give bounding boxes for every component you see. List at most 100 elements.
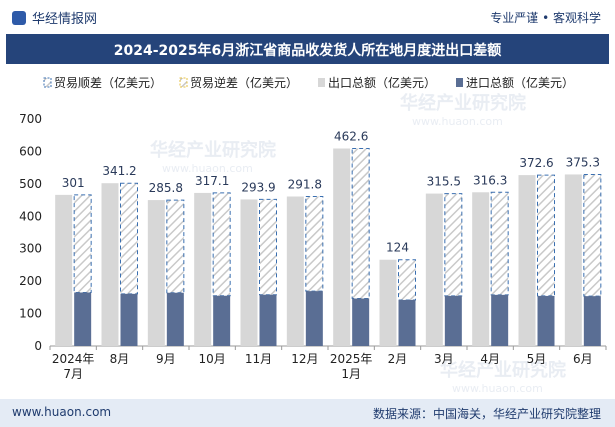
export-bar[interactable] [286, 196, 304, 346]
legend-label: 出口总额（亿美元） [328, 75, 436, 90]
x-tick-label: 2月 [388, 352, 408, 366]
export-bar[interactable] [472, 192, 490, 346]
watermark-layer: 华经产业研究院www.huaon.com华经产业研究院www.huaon.com… [150, 92, 566, 395]
top-bar: 华经情报网 专业严谨 • 客观科学 [0, 0, 615, 32]
legend-swatch-surplus-icon [43, 77, 52, 88]
y-tick-label: 700 [19, 112, 42, 126]
data-label: 317.1 [195, 174, 229, 188]
data-label: 124 [386, 241, 409, 255]
legend-swatch-deficit-icon [179, 77, 188, 88]
surplus-bar[interactable] [537, 174, 555, 297]
export-bar[interactable] [518, 175, 536, 346]
import-bar[interactable] [305, 291, 323, 346]
import-bar[interactable] [444, 295, 462, 346]
watermark-text: 华经产业研究院 [150, 139, 276, 161]
brand-logo-icon [12, 11, 26, 25]
data-labels: 301 341.2 285.8 317.1 293.9 291.8 462.6 124 315.… [62, 130, 600, 255]
surplus-bar[interactable] [212, 192, 231, 297]
x-tick-label: 10月 [199, 352, 226, 366]
export-bar[interactable] [564, 174, 582, 346]
watermark-text: 华经产业研究院 [440, 359, 566, 381]
watermark-url: www.huaon.com [162, 162, 253, 175]
data-label: 316.3 [473, 173, 507, 187]
surplus-bar[interactable] [166, 199, 185, 294]
footer-website[interactable]: www.huaon.com [12, 405, 112, 419]
import-bar[interactable] [120, 293, 138, 346]
legend-label: 贸易逆差（亿美元） [190, 75, 298, 90]
bars [55, 148, 602, 346]
x-tick-label: 1月 [341, 367, 361, 381]
surplus-bar[interactable] [583, 173, 602, 297]
import-bar[interactable] [352, 298, 370, 346]
surplus-bar[interactable] [259, 198, 277, 296]
data-label: 375.3 [566, 155, 600, 169]
import-bar[interactable] [166, 292, 184, 346]
x-tick-label: 5月 [527, 352, 547, 366]
import-bar[interactable] [537, 295, 555, 346]
footer: www.huaon.com 数据来源：中国海关，华经产业研究院整理 [0, 399, 615, 427]
import-bar[interactable] [259, 294, 277, 346]
watermark-url: www.huaon.com [452, 382, 543, 395]
data-label: 372.6 [519, 156, 553, 170]
y-tick-label: 300 [19, 242, 42, 256]
legend-label: 进口总额（亿美元） [466, 75, 574, 90]
export-bar[interactable] [379, 259, 397, 346]
x-tick-label: 2024年 [52, 352, 95, 366]
x-tick-label: 6月 [573, 352, 593, 366]
surplus-bar[interactable] [120, 182, 138, 295]
export-bar[interactable] [101, 183, 119, 346]
export-bar[interactable] [55, 194, 73, 346]
x-tick-label: 2025年 [330, 352, 373, 366]
legend-swatch-export-icon [318, 78, 325, 87]
x-tick-label: 12月 [291, 352, 318, 366]
import-bar[interactable] [74, 292, 92, 346]
import-bar[interactable] [491, 294, 509, 346]
x-tick-label: 7月 [63, 367, 83, 381]
surplus-bar[interactable] [305, 196, 324, 292]
legend-label: 贸易顺差（亿美元） [54, 75, 162, 90]
site-name: 华经情报网 [32, 12, 98, 27]
data-label: 462.6 [334, 130, 368, 144]
footer-source: 数据来源：中国海关，华经产业研究院整理 [372, 407, 601, 421]
title-bar: 2024-2025年6月浙江省商品收发货人所在地月度进出口差额 [6, 34, 609, 64]
data-label: 341.2 [102, 164, 136, 178]
surplus-bar[interactable] [398, 259, 416, 301]
data-label: 301 [62, 176, 85, 190]
y-tick-label: 200 [19, 274, 42, 288]
chart-svg: 华经产业研究院www.huaon.com华经产业研究院www.huaon.com… [19, 75, 607, 395]
import-bar[interactable] [583, 296, 601, 346]
export-bar[interactable] [147, 200, 165, 346]
surplus-bar[interactable] [351, 148, 370, 300]
y-tick-label: 0 [34, 339, 42, 353]
export-bar[interactable] [240, 199, 258, 346]
data-label: 291.8 [288, 178, 322, 192]
export-bar[interactable] [425, 193, 443, 346]
watermark-text: 华经产业研究院 [400, 92, 526, 114]
tagline: 专业严谨 • 客观科学 [490, 11, 601, 25]
x-tick-label: 8月 [110, 352, 130, 366]
export-bar[interactable] [333, 148, 351, 346]
surplus-bar[interactable] [73, 194, 92, 293]
watermark-url: www.huaon.com [412, 115, 503, 128]
x-tick-label: 9月 [156, 352, 176, 366]
legend-swatch-import-icon [456, 78, 463, 87]
x-tick-label: 4月 [480, 352, 500, 366]
export-bar[interactable] [194, 192, 212, 346]
data-label: 285.8 [149, 181, 183, 195]
brand[interactable]: 华经情报网 [12, 8, 97, 27]
import-bar[interactable] [213, 295, 231, 346]
import-bar[interactable] [398, 299, 416, 346]
y-tick-label: 600 [19, 144, 42, 158]
chart-title: 2024-2025年6月浙江省商品收发货人所在地月度进出口差额 [113, 43, 502, 59]
surplus-bar[interactable] [444, 193, 463, 297]
y-tick-label: 100 [19, 307, 42, 321]
data-label: 315.5 [427, 175, 461, 189]
legend: 贸易顺差（亿美元） 贸易逆差（亿美元） 出口总额（亿美元） 进口总额（亿美元） [43, 75, 574, 90]
surplus-bar[interactable] [490, 191, 509, 296]
y-tick-label: 500 [19, 177, 42, 191]
x-tick-label: 3月 [434, 352, 454, 366]
data-label: 293.9 [241, 180, 275, 194]
y-tick-label: 400 [19, 209, 42, 223]
